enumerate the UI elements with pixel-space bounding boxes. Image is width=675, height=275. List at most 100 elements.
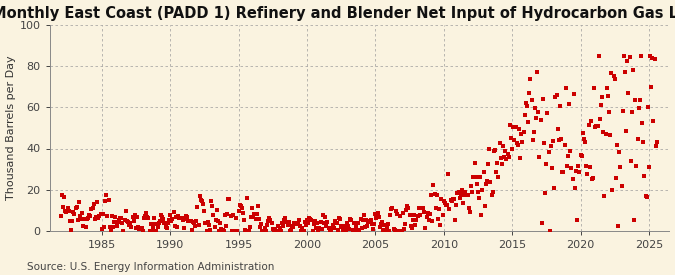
Point xyxy=(400,222,410,226)
Point xyxy=(578,136,589,141)
Point xyxy=(148,216,159,221)
Point xyxy=(639,174,650,178)
Point xyxy=(254,224,265,229)
Point xyxy=(159,221,170,226)
Point xyxy=(590,125,601,130)
Point xyxy=(168,210,179,214)
Point xyxy=(441,203,452,208)
Point xyxy=(504,123,515,127)
Point xyxy=(248,215,259,219)
Point xyxy=(511,141,522,145)
Point xyxy=(175,215,186,220)
Point xyxy=(68,210,78,214)
Point xyxy=(585,165,595,170)
Point xyxy=(76,217,86,221)
Point xyxy=(413,206,424,210)
Point xyxy=(111,224,122,229)
Point xyxy=(591,124,602,128)
Point xyxy=(462,193,473,197)
Point xyxy=(199,209,210,214)
Point xyxy=(431,206,441,210)
Point xyxy=(196,199,207,204)
Point xyxy=(196,198,207,202)
Point xyxy=(535,117,546,122)
Point xyxy=(468,175,479,179)
Point xyxy=(305,216,316,221)
Point xyxy=(390,209,401,213)
Point xyxy=(386,207,397,211)
Point xyxy=(183,219,194,223)
Point xyxy=(587,176,597,181)
Point xyxy=(531,116,541,120)
Point xyxy=(476,213,487,218)
Point xyxy=(555,104,566,108)
Point xyxy=(492,161,503,166)
Point xyxy=(246,215,256,219)
Point xyxy=(398,226,409,231)
Point xyxy=(516,132,526,137)
Point xyxy=(308,222,319,226)
Point xyxy=(628,68,639,73)
Point xyxy=(282,222,293,227)
Point xyxy=(92,200,103,204)
Point xyxy=(593,54,604,58)
Point xyxy=(287,224,298,228)
Point xyxy=(477,188,488,192)
Point xyxy=(353,221,364,225)
Point xyxy=(597,95,608,99)
Point xyxy=(70,205,81,210)
Point xyxy=(499,155,510,159)
Point xyxy=(340,228,351,232)
Point xyxy=(439,201,450,205)
Point xyxy=(105,228,116,232)
Point xyxy=(277,221,288,226)
Point xyxy=(435,223,446,227)
Point xyxy=(567,177,578,182)
Point xyxy=(444,207,455,211)
Point xyxy=(419,209,430,214)
Point xyxy=(80,225,91,229)
Point xyxy=(470,175,481,179)
Point xyxy=(125,221,136,225)
Point xyxy=(304,216,315,221)
Point xyxy=(404,213,415,217)
Point xyxy=(180,217,190,221)
Point xyxy=(330,219,341,224)
Point xyxy=(403,206,414,210)
Point xyxy=(570,169,581,174)
Point xyxy=(124,223,134,227)
Point xyxy=(620,70,630,74)
Point xyxy=(178,226,189,230)
Point xyxy=(643,104,653,109)
Point xyxy=(651,144,661,148)
Point xyxy=(365,218,376,222)
Point xyxy=(62,206,73,211)
Point xyxy=(645,53,655,58)
Point xyxy=(163,221,173,226)
Point xyxy=(122,219,132,224)
Point xyxy=(113,218,124,222)
Point xyxy=(151,229,162,233)
Point xyxy=(387,205,398,210)
Point xyxy=(497,144,508,148)
Point xyxy=(90,217,101,222)
Point xyxy=(145,221,156,226)
Point xyxy=(153,221,164,225)
Point xyxy=(266,221,277,226)
Point xyxy=(343,223,354,228)
Point xyxy=(251,212,262,216)
Point xyxy=(416,206,427,210)
Point xyxy=(348,221,359,225)
Point xyxy=(412,214,423,218)
Point xyxy=(82,216,93,220)
Point xyxy=(250,217,261,221)
Point xyxy=(610,176,621,180)
Point xyxy=(216,227,227,231)
Point xyxy=(284,229,295,233)
Point xyxy=(127,214,138,219)
Point xyxy=(69,212,80,217)
Point xyxy=(339,224,350,229)
Point xyxy=(223,196,234,201)
Point xyxy=(363,219,374,224)
Point xyxy=(229,229,240,233)
